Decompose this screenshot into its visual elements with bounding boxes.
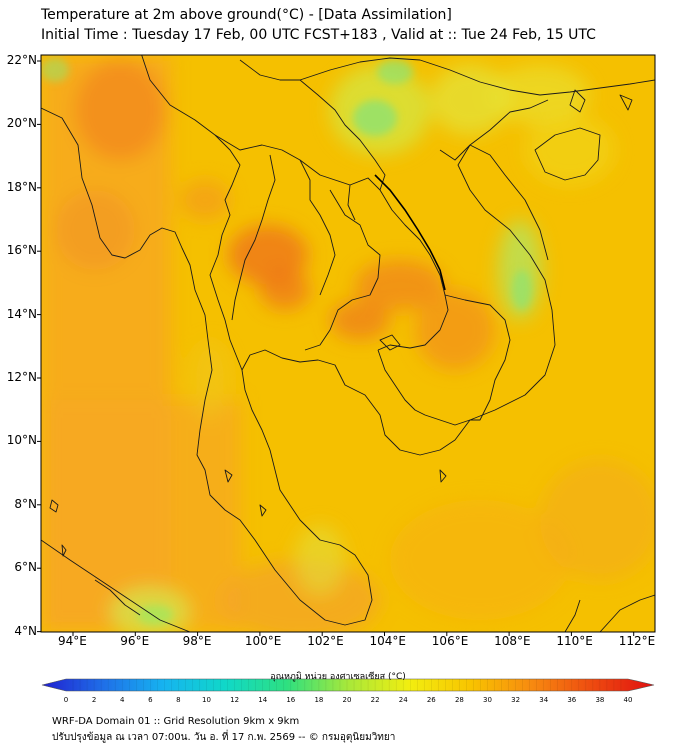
map-frame	[40, 54, 656, 633]
map-title: Temperature at 2m above ground(°C) - [Da…	[41, 7, 452, 23]
temperature-field	[41, 55, 655, 632]
longitude-label: 98°E	[182, 634, 212, 648]
colorbar-tick-label: 8	[176, 696, 180, 704]
colorbar-bar	[41, 678, 655, 692]
colorbar-label: อุณหภูมิ หน่วย องศาเซลเซียส (°C)	[270, 672, 406, 682]
map-area	[41, 55, 655, 632]
colorbar-tick-label: 20	[343, 696, 352, 704]
colorbar-tick-label: 36	[567, 696, 576, 704]
colorbar-tick-label: 10	[202, 696, 211, 704]
colorbar-ticks: 0 2 4 6 8 10 12 14 16 18 20 22 24 26 28 30 32 34 36 38 40	[64, 696, 633, 704]
colorbar: 0 2 4 6 8 10 12 14 16 18 20 22 24 26 28 30 32 34 36 38 40	[41, 678, 655, 704]
longitude-label: 104°E	[369, 634, 407, 648]
colorbar-tick-label: 16	[286, 696, 295, 704]
colorbar-tick-label: 4	[120, 696, 125, 704]
latitude-label: 18°N	[6, 179, 37, 194]
map-subtitle: Initial Time : Tuesday 17 Feb, 00 UTC FC…	[41, 27, 596, 43]
latitude-label: 12°N	[6, 370, 37, 384]
longitude-label: 100°E	[244, 634, 282, 648]
axis-ticks	[37, 60, 635, 636]
colorbar-tick-label: 26	[427, 696, 436, 704]
colorbar-tick-label: 32	[511, 696, 520, 704]
colorbar-tick-label: 30	[483, 696, 492, 704]
colorbar-tick-label: 24	[399, 696, 408, 704]
colorbar-tick-label: 14	[258, 696, 267, 704]
latitude-label: 14°N	[6, 306, 37, 321]
latitude-label: 10°N	[6, 433, 37, 448]
colorbar-tick-label: 22	[371, 696, 380, 704]
latitude-label: 22°N	[6, 53, 37, 67]
colorbar-tick-label: 40	[624, 696, 633, 704]
longitude-label: 112°E	[618, 634, 656, 648]
colorbar-tick-label: 28	[455, 696, 464, 704]
colorbar-tick-label: 34	[539, 696, 548, 704]
longitude-label: 106°E	[431, 634, 469, 648]
longitude-label: 94°E	[58, 634, 87, 648]
longitude-label: 96°E	[120, 634, 150, 648]
cool-spots	[41, 58, 532, 625]
colorbar-tick-label: 38	[595, 696, 604, 704]
latitude-label: 4°N	[14, 623, 37, 638]
colorbar-tick-label: 18	[314, 696, 323, 704]
latitude-label: 6°N	[14, 560, 37, 575]
latitude-label: 16°N	[6, 243, 37, 258]
bold-border	[374, 174, 446, 291]
latitude-label: 20°N	[6, 116, 37, 131]
latitude-label: 8°N	[14, 496, 37, 511]
colorbar-tick-label: 12	[230, 696, 239, 704]
colorbar-tick-label: 0	[64, 696, 68, 704]
colorbar-tick-label: 2	[92, 696, 96, 704]
boundaries	[41, 55, 655, 632]
update-info: ปรับปรุงข้อมูล ณ เวลา 07:00น. วัน อ. ที่…	[52, 732, 396, 743]
longitude-label: 102°E	[307, 634, 344, 648]
longitude-label: 108°E	[494, 634, 531, 648]
colorbar-lines	[72, 679, 622, 691]
colorbar-tick-label: 6	[148, 696, 153, 704]
model-info: WRF-DA Domain 01 :: Grid Resolution 9km …	[52, 716, 300, 727]
longitude-label: 110°E	[556, 634, 593, 648]
